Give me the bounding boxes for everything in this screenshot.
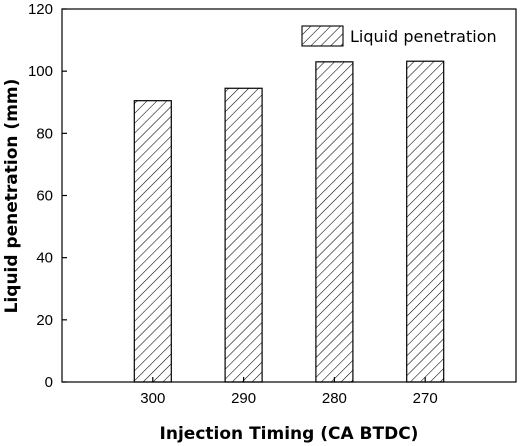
legend-swatch (301, 25, 344, 47)
x-axis-title: Injection Timing (CA BTDC) (160, 424, 419, 444)
axis-ticks: 300 290 280 270 0 20 40 60 80 100 120 (28, 1, 438, 407)
x-tick-label: 270 (413, 390, 438, 407)
y-tick-label: 40 (36, 250, 53, 267)
x-tick-label: 300 (140, 390, 165, 407)
bar-290 (224, 87, 263, 383)
y-axis-title: Liquid penetration (mm) (2, 79, 22, 314)
x-tick-label: 280 (322, 390, 347, 407)
bars (133, 60, 445, 383)
legend: Liquid penetration (301, 25, 497, 47)
y-tick-label: 60 (36, 188, 53, 205)
bar-270 (406, 60, 445, 383)
y-tick-label: 80 (36, 125, 53, 142)
y-tick-label: 100 (28, 63, 53, 80)
x-tick-label: 290 (231, 390, 256, 407)
bar-280 (315, 61, 354, 383)
y-tick-label: 0 (45, 374, 53, 391)
y-tick-label: 120 (28, 1, 53, 18)
plot-frame (61, 8, 517, 383)
legend-label: Liquid penetration (350, 27, 497, 46)
bar-300 (133, 100, 172, 383)
y-tick-label: 20 (36, 312, 53, 329)
